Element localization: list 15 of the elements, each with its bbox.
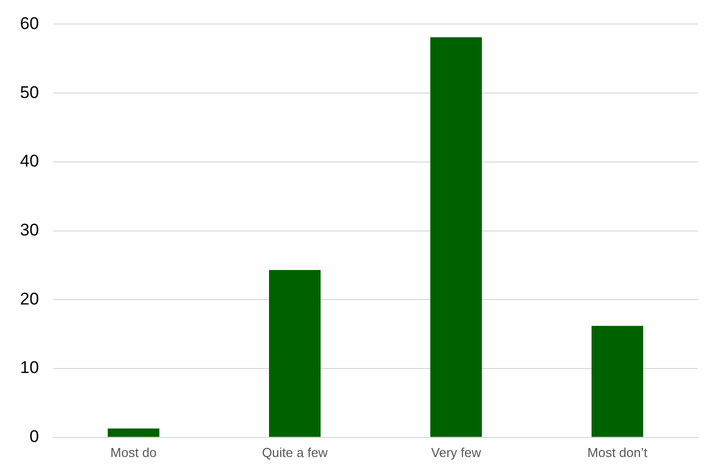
x-tick-label: Most don’t <box>587 444 648 460</box>
y-tick-label: 20 <box>20 289 39 308</box>
y-tick-label: 60 <box>20 14 39 33</box>
x-tick-label: Most do <box>110 444 157 460</box>
x-tick-label: Quite a few <box>262 444 328 460</box>
bar <box>592 326 644 437</box>
x-tick-label: Very few <box>431 444 482 460</box>
y-tick-label: 30 <box>20 220 39 240</box>
y-tick-label: 40 <box>20 152 39 171</box>
bar <box>430 37 482 437</box>
y-tick-label: 10 <box>20 358 39 378</box>
bar <box>269 270 321 437</box>
y-tick-label: 0 <box>29 427 39 446</box>
bar <box>108 428 160 437</box>
y-tick-label: 50 <box>20 82 39 102</box>
